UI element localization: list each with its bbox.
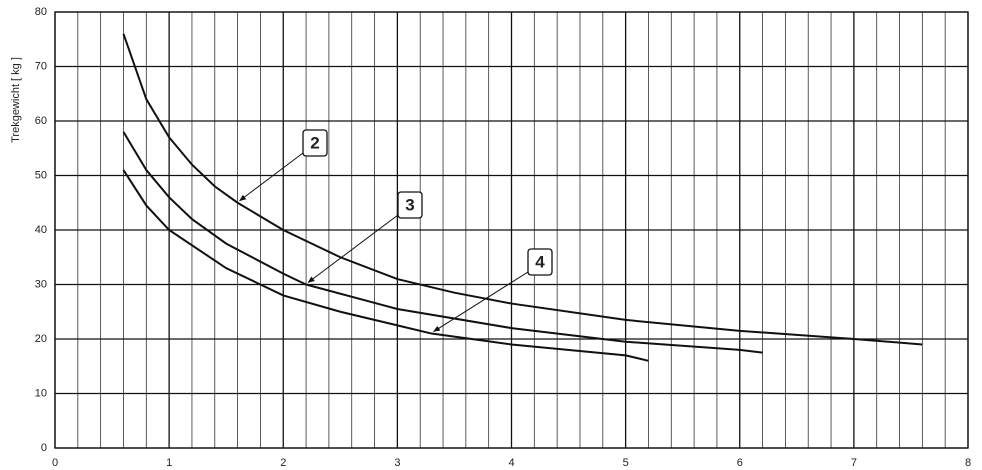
y-axis-label: Trekgewicht [ kg ] <box>10 57 22 143</box>
y-tick-label: 30 <box>35 278 47 290</box>
annotation-box <box>302 129 328 157</box>
x-tick-label: 0 <box>52 457 58 469</box>
y-tick-label: 20 <box>35 333 47 345</box>
y-tick-label: 10 <box>35 387 47 399</box>
x-tick-label: 8 <box>965 457 971 469</box>
x-tick-label: 3 <box>394 457 400 469</box>
annotation-arrow <box>433 271 529 332</box>
annotation-arrow <box>307 214 399 283</box>
annotation-box <box>397 191 423 219</box>
x-tick-label: 7 <box>851 457 857 469</box>
y-tick-label: 0 <box>41 442 47 454</box>
x-tick-label: 2 <box>280 457 286 469</box>
y-tick-label: 70 <box>35 60 47 72</box>
plot-frame <box>54 11 969 449</box>
y-tick-label: 80 <box>35 6 47 18</box>
y-tick-label: 50 <box>35 169 47 181</box>
x-tick-label: 1 <box>166 457 172 469</box>
series-line <box>122 169 649 362</box>
series-line <box>122 33 923 346</box>
series-label: 3 <box>405 195 414 214</box>
series-label: 2 <box>310 133 319 152</box>
series-label: 4 <box>535 252 545 271</box>
annotation-box <box>527 248 553 276</box>
series-line <box>122 131 763 354</box>
y-tick-label: 40 <box>35 224 47 236</box>
x-tick-label: 6 <box>737 457 743 469</box>
y-tick-label: 60 <box>35 115 47 127</box>
annotation-arrow <box>239 152 304 202</box>
x-tick-label: 4 <box>508 457 514 469</box>
x-tick-label: 5 <box>623 457 629 469</box>
